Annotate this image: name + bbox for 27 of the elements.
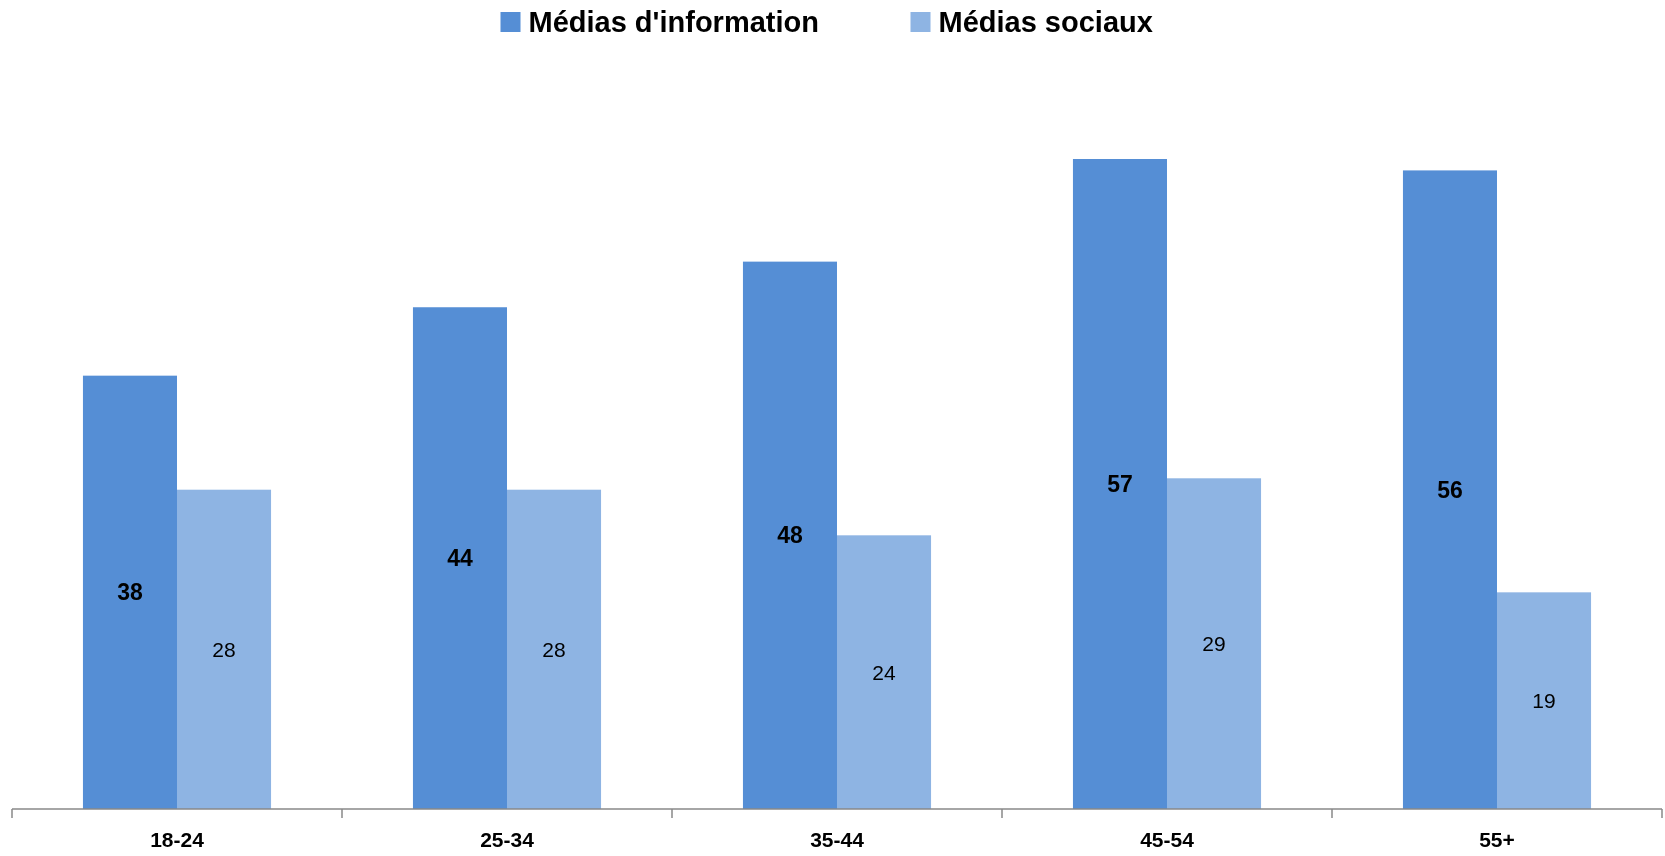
bar bbox=[1402, 170, 1497, 809]
x-tick-label: 35-44 bbox=[810, 828, 865, 851]
bar bbox=[412, 307, 507, 809]
bar bbox=[82, 375, 177, 809]
bar bbox=[1497, 592, 1592, 809]
legend-label: Médias sociaux bbox=[938, 6, 1153, 38]
data-label: 57 bbox=[1107, 471, 1133, 497]
bar bbox=[1167, 478, 1262, 809]
data-label: 48 bbox=[777, 522, 803, 549]
bar bbox=[507, 489, 602, 809]
legend-label: Médias d'information bbox=[528, 6, 819, 38]
bar bbox=[742, 261, 837, 809]
data-label: 29 bbox=[1202, 632, 1226, 656]
bar bbox=[837, 535, 932, 809]
data-label: 28 bbox=[542, 637, 566, 661]
x-tick-label: 18-24 bbox=[150, 828, 205, 851]
data-label: 28 bbox=[212, 637, 236, 661]
x-tick-label: 55+ bbox=[1479, 828, 1515, 851]
bar bbox=[1072, 159, 1167, 809]
data-label: 19 bbox=[1532, 689, 1556, 713]
data-label: 56 bbox=[1437, 476, 1463, 503]
bar bbox=[177, 489, 272, 809]
data-label: 44 bbox=[447, 545, 473, 572]
x-tick-label: 45-54 bbox=[1140, 828, 1195, 851]
data-label: 24 bbox=[872, 660, 897, 684]
data-label: 38 bbox=[117, 579, 143, 606]
x-tick-label: 25-34 bbox=[480, 828, 535, 851]
